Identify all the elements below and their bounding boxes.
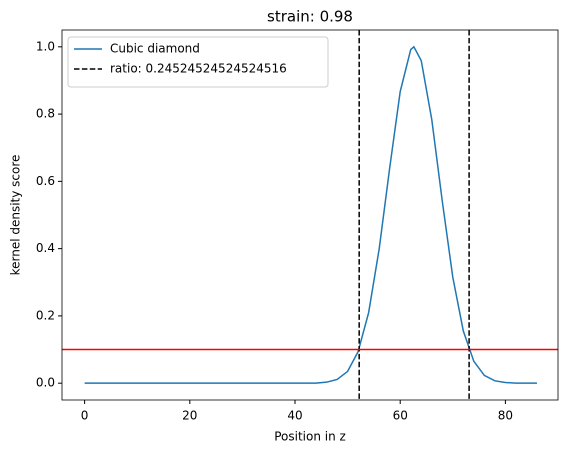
x-tick-label: 20 [182, 409, 197, 423]
y-tick-label: 0.0 [36, 376, 55, 390]
legend-label: Cubic diamond [110, 42, 200, 56]
legend-label: ratio: 0.24524524524524516 [110, 62, 287, 76]
x-tick-label: 40 [287, 409, 302, 423]
axes-frame [61, 29, 559, 401]
y-tick-label: 0.8 [36, 107, 55, 121]
chart-title: strain: 0.98 [267, 8, 353, 26]
y-tick-label: 1.0 [36, 39, 55, 53]
x-tick-label: 80 [498, 409, 513, 423]
y-axis-label: kernel density score [9, 155, 23, 276]
x-tick-label: 60 [393, 409, 408, 423]
line-series [84, 45, 537, 384]
y-tick-label: 0.6 [36, 174, 55, 188]
x-axis-label: Position in z [274, 430, 346, 444]
x-tick-label: 0 [81, 409, 89, 423]
legend-box [67, 36, 329, 88]
y-tick-label: 0.2 [36, 308, 55, 322]
y-tick-label: 0.4 [36, 241, 55, 255]
